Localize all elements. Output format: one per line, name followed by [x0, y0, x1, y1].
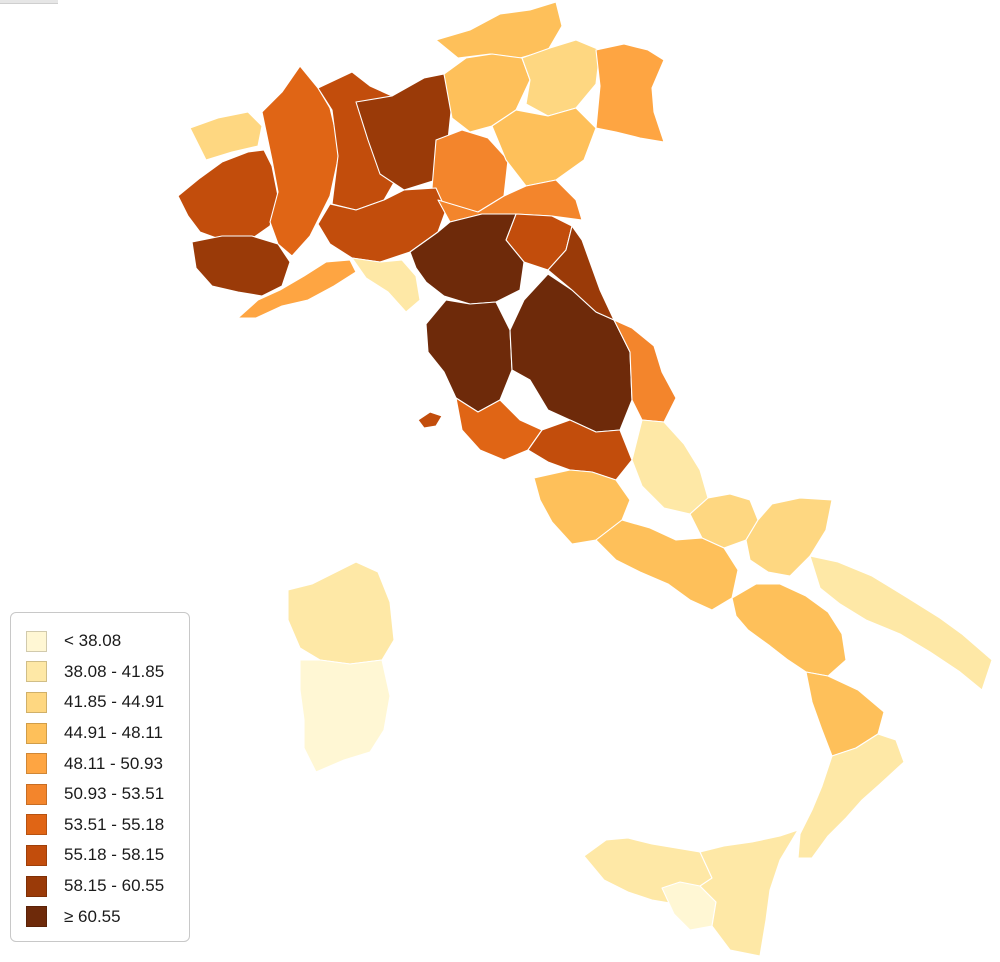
- region-piedmont-east[interactable]: [261, 65, 341, 257]
- legend-item: 58.15 - 60.55: [26, 871, 189, 902]
- legend-label: 50.93 - 53.51: [64, 784, 165, 804]
- region-liguria-east[interactable]: [351, 257, 421, 313]
- region-aosta[interactable]: [189, 111, 263, 161]
- legend-label: 53.51 - 55.18: [64, 814, 165, 834]
- legend-swatch: [26, 906, 47, 928]
- legend-label: 38.08 - 41.85: [64, 661, 165, 681]
- region-veneto-south[interactable]: [491, 107, 597, 187]
- region-friuli[interactable]: [595, 43, 665, 143]
- region-elba[interactable]: [417, 411, 443, 429]
- legend-swatch: [26, 783, 47, 805]
- region-lombardy-east[interactable]: [431, 129, 509, 213]
- region-tuscany-south[interactable]: [425, 299, 513, 413]
- region-liguria-west[interactable]: [237, 259, 357, 319]
- legend-swatch: [26, 844, 47, 866]
- legend-item: 55.18 - 58.15: [26, 840, 189, 871]
- legend-label: 41.85 - 44.91: [64, 692, 165, 712]
- legend-label: 48.11 - 50.93: [64, 753, 163, 773]
- legend-label: 44.91 - 48.11: [64, 723, 163, 743]
- legend-item: 48.11 - 50.93: [26, 748, 189, 779]
- region-marche-south[interactable]: [613, 319, 677, 423]
- region-abruzzo[interactable]: [631, 419, 709, 515]
- legend-swatch: [26, 722, 47, 744]
- legend-item: 41.85 - 44.91: [26, 687, 189, 718]
- legend-swatch: [26, 630, 47, 652]
- region-umbria[interactable]: [509, 273, 633, 433]
- legend-swatch: [26, 753, 47, 775]
- legend-label: 55.18 - 58.15: [64, 845, 165, 865]
- region-alto-adige[interactable]: [435, 1, 563, 59]
- region-calabria-south[interactable]: [797, 733, 905, 859]
- region-puglia-north[interactable]: [745, 497, 833, 577]
- region-tuscany-north[interactable]: [409, 213, 525, 305]
- legend-item: 53.51 - 55.18: [26, 810, 189, 841]
- corner-tab: [0, 0, 58, 4]
- legend-swatch: [26, 814, 47, 836]
- legend-label: < 38.08: [64, 631, 122, 651]
- legend-label: 58.15 - 60.55: [64, 876, 165, 896]
- region-veneto-north[interactable]: [521, 39, 601, 117]
- region-marche-north[interactable]: [547, 225, 615, 321]
- legend: < 38.08 38.08 - 41.85 41.85 - 44.91 44.91 -…: [10, 612, 190, 942]
- region-sicily-east[interactable]: [699, 829, 799, 957]
- legend-swatch: [26, 691, 47, 713]
- legend-item: 38.08 - 41.85: [26, 657, 189, 688]
- legend-swatch: [26, 661, 47, 683]
- region-sardinia-north[interactable]: [287, 561, 395, 665]
- legend-item: < 38.08: [26, 626, 189, 657]
- region-basilicata[interactable]: [731, 583, 847, 677]
- region-piedmont-west[interactable]: [177, 149, 279, 241]
- region-piedmont-south[interactable]: [191, 235, 291, 297]
- legend-item: 44.91 - 48.11: [26, 718, 189, 749]
- legend-item: 50.93 - 53.51: [26, 779, 189, 810]
- legend-item: ≥ 60.55: [26, 901, 189, 932]
- region-puglia-south[interactable]: [809, 555, 993, 691]
- legend-swatch: [26, 875, 47, 897]
- region-sardinia-south[interactable]: [299, 659, 391, 773]
- legend-label: ≥ 60.55: [64, 906, 121, 926]
- region-campania[interactable]: [595, 519, 739, 611]
